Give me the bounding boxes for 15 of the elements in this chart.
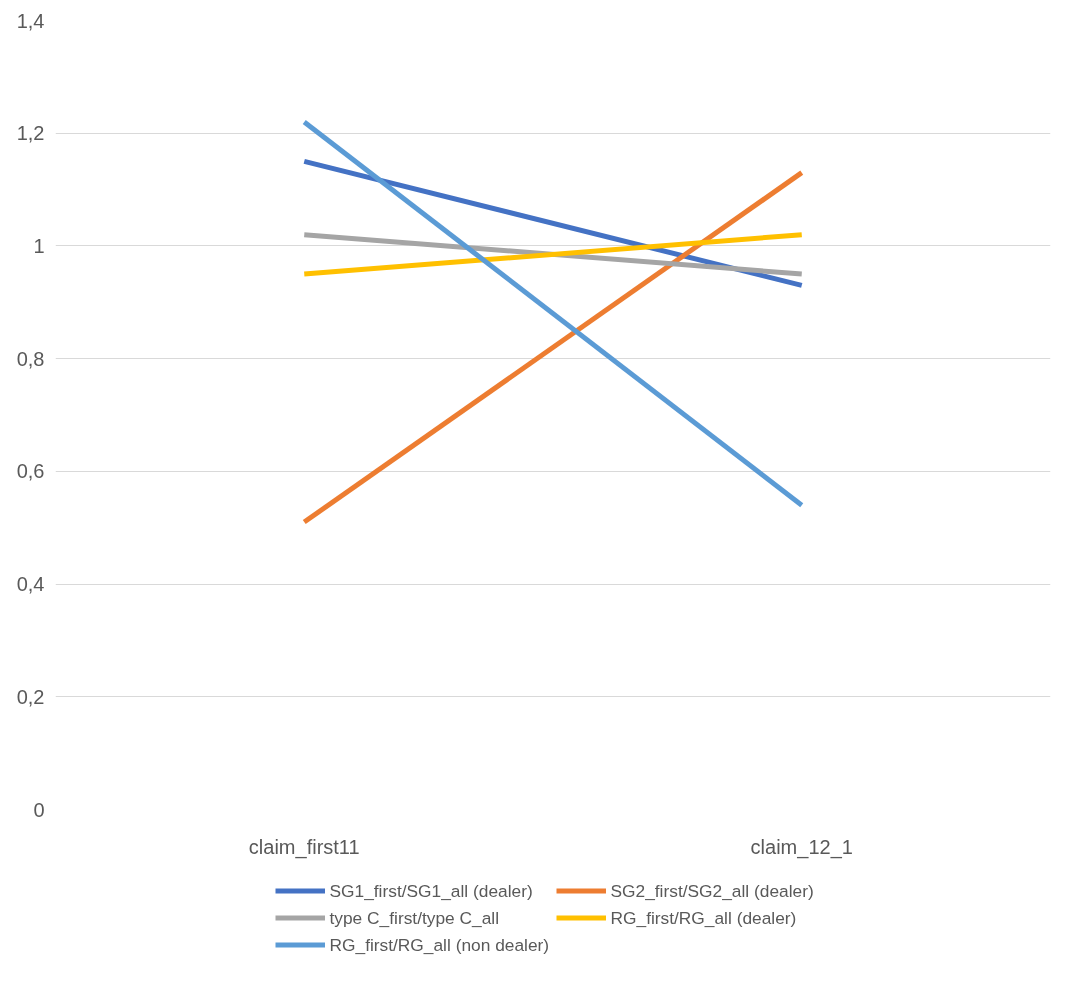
y-tick-label: 0 bbox=[33, 798, 45, 821]
y-tick-label: 1 bbox=[33, 234, 45, 257]
y-tick-label: 1,4 bbox=[16, 9, 45, 32]
y-tick-label: 0,8 bbox=[16, 347, 45, 370]
legend-label: RG_first/RG_all (non dealer) bbox=[329, 934, 550, 955]
legend-label: type C_first/type C_all bbox=[329, 907, 500, 928]
y-tick-label: 1,2 bbox=[16, 122, 45, 145]
y-tick-label: 0,4 bbox=[16, 573, 45, 596]
y-tick-label: 0,6 bbox=[16, 460, 45, 483]
legend-label: SG2_first/SG2_all (dealer) bbox=[610, 880, 815, 901]
legend-label: SG1_first/SG1_all (dealer) bbox=[329, 880, 534, 901]
y-tick-label: 0,2 bbox=[16, 685, 45, 708]
legend-label: RG_first/RG_all (dealer) bbox=[610, 907, 798, 928]
x-tick-label: claim_first11 bbox=[248, 835, 360, 859]
x-tick-label: claim_12_1 bbox=[750, 835, 853, 859]
